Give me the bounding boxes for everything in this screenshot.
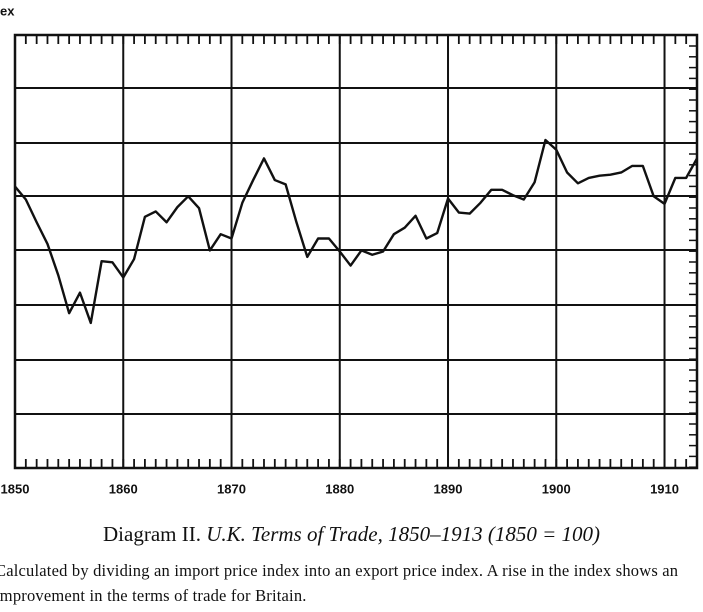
y-axis-label: ex — [0, 3, 15, 18]
x-tick-label: 1850 — [1, 481, 30, 496]
plot-frame — [13, 33, 699, 470]
x-tick-label: 1900 — [542, 481, 571, 496]
caption-title: Diagram II. U.K. Terms of Trade, 1850–19… — [0, 522, 703, 547]
x-tick-label: 1870 — [217, 481, 246, 496]
x-tick-label: 1890 — [434, 481, 463, 496]
x-tick-label: 1910 — [650, 481, 679, 496]
horizontal-grid — [15, 87, 697, 415]
x-tick-label: 1860 — [109, 481, 138, 496]
data-line — [14, 138, 699, 325]
subtitle: U.K. Terms of Trade, 1850–1913 (1850 = 1… — [206, 522, 600, 546]
title: Diagram II. — [103, 522, 201, 546]
caption-note: Calculated by dividing an import price i… — [0, 561, 679, 605]
x-tick-label: 1880 — [325, 481, 354, 496]
chart: ex 1850 1860 1870 1880 1890 1900 1910 — [0, 3, 699, 496]
